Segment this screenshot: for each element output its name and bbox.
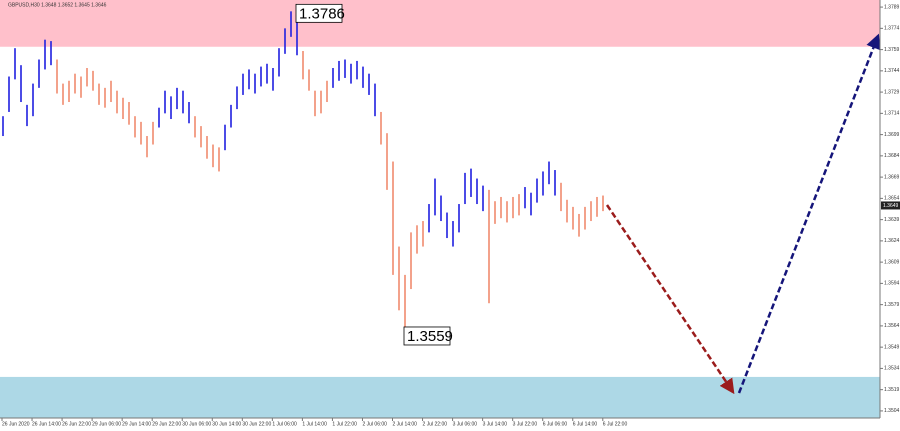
y-tick-label: 1.3534 [884,366,900,372]
x-tick-label: 2 Jul 14:00 [393,421,418,427]
x-tick-label: 1 Jul 06:00 [272,421,297,427]
x-tick-label: 3 Jul 06:00 [453,421,478,427]
chart-title: GBPUSD,H30 1.3648 1.3652 1.3645 1.3646 [8,2,107,8]
y-tick-label: 1.3624 [884,238,900,244]
extreme-label: 1.3786 [299,5,345,22]
y-tick-label: 1.3639 [884,217,900,223]
extreme-label: 1.3559 [407,328,453,345]
y-tick-label: 1.3714 [884,111,900,117]
x-tick-label: 30 Jun 06:00 [182,421,211,427]
y-tick-label: 1.3789 [884,4,900,10]
x-tick-label: 1 Jul 22:00 [332,421,357,427]
forecast-arrow [737,33,881,394]
y-tick-label: 1.3519 [884,387,900,393]
x-tick-label: 30 Jun 22:00 [242,421,271,427]
last-price-tag [881,201,900,210]
zone [0,0,880,47]
y-tick-label: 1.3564 [884,323,900,329]
extreme-box [403,326,451,346]
x-tick-label: 29 Jun 22:00 [152,421,181,427]
y-tick-label: 1.3684 [884,153,900,159]
x-tick-label: 6 Jul 22:00 [603,421,628,427]
x-tick-label: 6 Jul 06:00 [543,421,568,427]
y-tick-label: 1.3549 [884,344,900,350]
x-tick-label: 3 Jul 22:00 [513,421,538,427]
y-tick-label: 1.3654 [884,196,900,202]
y-tick-label: 1.3729 [884,89,900,95]
x-tick-label: 2 Jul 06:00 [362,421,387,427]
extreme-box [295,3,343,23]
y-tick-label: 1.3594 [884,281,900,287]
y-tick-label: 1.3744 [884,68,900,74]
zone [0,376,880,418]
x-tick-label: 30 Jun 14:00 [212,421,241,427]
x-tick-label: 3 Jul 14:00 [483,421,508,427]
forecast-arrow [605,204,735,395]
y-tick-label: 1.3504 [884,408,900,414]
x-tick-label: 1 Jul 14:00 [302,421,327,427]
x-tick-label: 2 Jul 22:00 [423,421,448,427]
y-tick-label: 1.3774 [884,26,900,32]
y-tick-label: 1.3609 [884,259,900,265]
y-tick-label: 1.3759 [884,47,900,53]
y-tick-label: 1.3579 [884,302,900,308]
x-tick-label: 29 Jun 14:00 [122,421,151,427]
x-tick-label: 26 Jun 14:00 [32,421,61,427]
x-tick-label: 26 Jun 22:00 [62,421,91,427]
x-tick-label: 26 Jun 2020 [2,421,30,427]
last-price-label: 1.3649 [883,203,899,209]
x-tick-label: 29 Jun 06:00 [92,421,121,427]
y-tick-label: 1.3699 [884,132,900,138]
y-tick-label: 1.3669 [884,174,900,180]
x-tick-label: 6 Jul 14:00 [573,421,598,427]
